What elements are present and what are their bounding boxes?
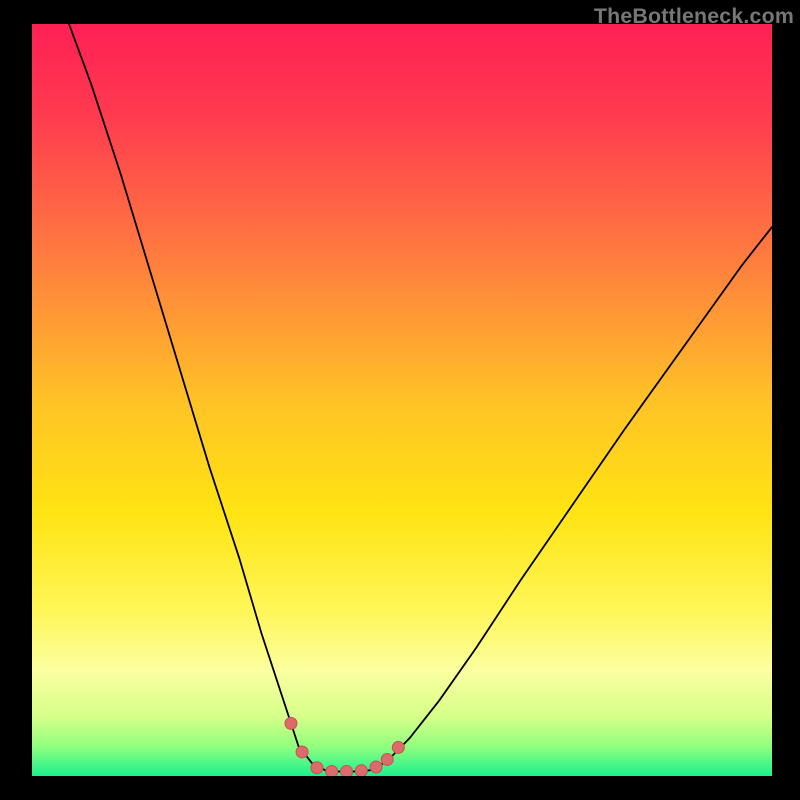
curve-marker: [285, 717, 297, 729]
curve-marker: [370, 761, 382, 773]
chart-svg: [32, 24, 772, 776]
watermark-text: TheBottleneck.com: [594, 4, 794, 29]
frame: TheBottleneck.com: [0, 0, 800, 800]
curve-marker: [311, 762, 323, 774]
curve-marker: [381, 753, 393, 765]
gradient-background: [32, 24, 772, 776]
curve-marker: [326, 765, 338, 776]
curve-marker: [355, 765, 367, 776]
curve-marker: [392, 741, 404, 753]
curve-marker: [341, 765, 353, 776]
plot-area: [32, 24, 772, 776]
curve-marker: [296, 746, 308, 758]
